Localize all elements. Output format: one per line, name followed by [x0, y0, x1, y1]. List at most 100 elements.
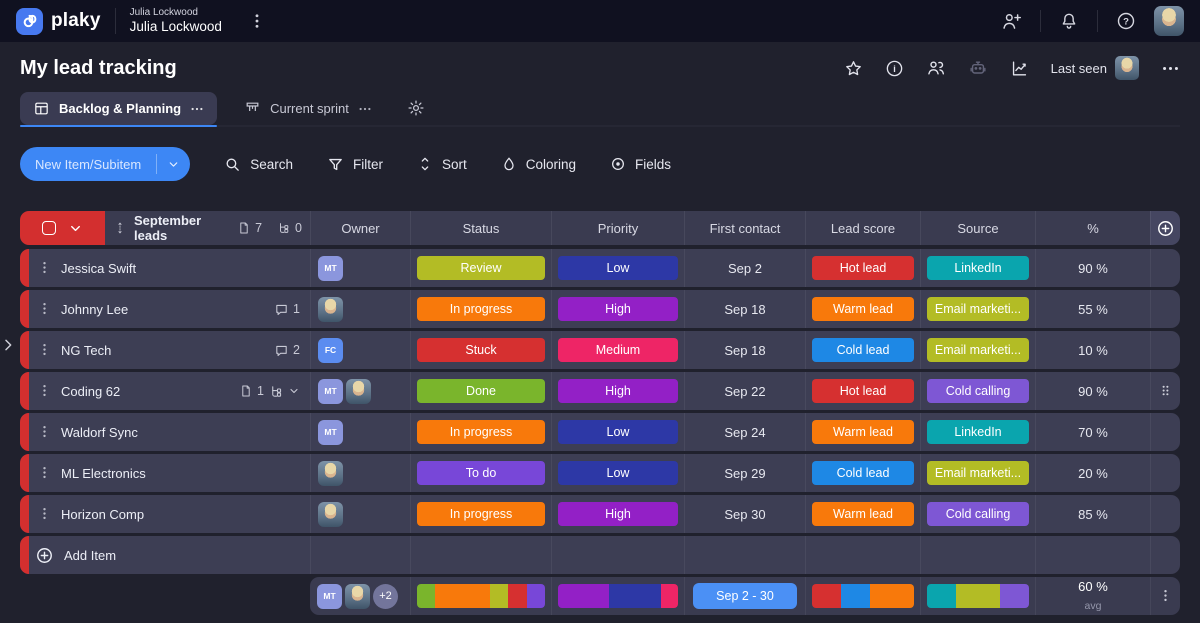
priority-distribution-bar[interactable]: [558, 584, 678, 608]
add-item-cell[interactable]: Add Item: [29, 536, 310, 574]
owner-cell[interactable]: MT: [310, 372, 410, 410]
board-more-menu-icon[interactable]: [1161, 59, 1180, 78]
item-name[interactable]: Horizon Comp: [61, 506, 145, 522]
status-pill[interactable]: Stuck: [417, 338, 545, 362]
status-pill[interactable]: In progress: [417, 420, 545, 444]
status-pill[interactable]: To do: [417, 461, 545, 485]
lead-score-pill[interactable]: Warm lead: [812, 297, 914, 321]
source-cell[interactable]: Email marketi...: [920, 331, 1035, 369]
views-settings-gear-icon[interactable]: [407, 99, 425, 117]
row-menu-icon[interactable]: [37, 341, 52, 359]
help-icon[interactable]: [1116, 11, 1136, 31]
column-header-percent[interactable]: %: [1035, 211, 1150, 245]
row-menu-icon[interactable]: [37, 505, 52, 523]
owner-cell[interactable]: [310, 454, 410, 492]
source-cell[interactable]: LinkedIn: [920, 413, 1035, 451]
first-contact-cell[interactable]: Sep 22: [684, 372, 805, 410]
filter-button[interactable]: Filter: [327, 156, 383, 173]
workspace-switcher[interactable]: Julia Lockwood Julia Lockwood: [130, 7, 222, 34]
source-pill[interactable]: LinkedIn: [927, 256, 1029, 280]
owner-avatar-initials[interactable]: MT: [317, 583, 342, 609]
owner-cell[interactable]: [310, 495, 410, 533]
source-cell[interactable]: LinkedIn: [920, 249, 1035, 287]
source-pill[interactable]: Cold calling: [927, 379, 1029, 403]
priority-pill[interactable]: Medium: [558, 338, 678, 362]
status-cell[interactable]: To do: [410, 454, 551, 492]
owner-avatar-photo[interactable]: [318, 460, 343, 486]
subitems-toggle[interactable]: [269, 384, 300, 399]
status-pill[interactable]: Done: [417, 379, 545, 403]
lead-score-summary-cell[interactable]: [805, 577, 920, 615]
owner-avatar-photo[interactable]: [346, 378, 371, 404]
board-info-icon[interactable]: [885, 59, 904, 78]
status-cell[interactable]: In progress: [410, 495, 551, 533]
priority-cell[interactable]: Low: [551, 413, 684, 451]
source-pill[interactable]: Email marketi...: [927, 297, 1029, 321]
invite-user-icon[interactable]: [1001, 11, 1022, 32]
source-cell[interactable]: Email marketi...: [920, 290, 1035, 328]
lead-score-cell[interactable]: Hot lead: [805, 372, 920, 410]
item-name-cell[interactable]: Jessica Swift: [29, 249, 310, 287]
priority-cell[interactable]: High: [551, 495, 684, 533]
status-cell[interactable]: Stuck: [410, 331, 551, 369]
last-seen[interactable]: Last seen: [1051, 56, 1139, 80]
row-menu-icon[interactable]: [37, 300, 52, 318]
priority-pill[interactable]: Low: [558, 461, 678, 485]
lead-score-pill[interactable]: Warm lead: [812, 420, 914, 444]
priority-pill[interactable]: Low: [558, 420, 678, 444]
priority-pill[interactable]: High: [558, 379, 678, 403]
owner-avatar-initials[interactable]: MT: [318, 255, 343, 281]
status-cell[interactable]: Done: [410, 372, 551, 410]
fields-button[interactable]: Fields: [610, 156, 671, 172]
status-cell[interactable]: Review: [410, 249, 551, 287]
source-pill[interactable]: Email marketi...: [927, 461, 1029, 485]
owner-cell[interactable]: MT: [310, 249, 410, 287]
new-item-button[interactable]: New Item/Subitem: [20, 147, 191, 181]
status-pill[interactable]: In progress: [417, 502, 545, 526]
select-all-checkbox[interactable]: [42, 221, 56, 235]
item-name[interactable]: NG Tech: [61, 342, 112, 358]
lead-score-pill[interactable]: Warm lead: [812, 502, 914, 526]
tab-current-sprint[interactable]: Current sprint: [231, 92, 385, 125]
summary-owners-cell[interactable]: MT +2: [310, 577, 410, 615]
owner-avatar-initials[interactable]: MT: [318, 419, 343, 445]
drag-handle-icon[interactable]: [1158, 382, 1173, 400]
group-name[interactable]: September leads: [134, 213, 202, 243]
percent-cell[interactable]: 10 %: [1035, 331, 1150, 369]
priority-cell[interactable]: High: [551, 290, 684, 328]
priority-pill[interactable]: Low: [558, 256, 678, 280]
add-column-button[interactable]: [1150, 211, 1180, 245]
lead-score-cell[interactable]: Hot lead: [805, 249, 920, 287]
lead-score-pill[interactable]: Cold lead: [812, 338, 914, 362]
percent-cell[interactable]: 55 %: [1035, 290, 1150, 328]
owner-avatar-photo[interactable]: [318, 296, 343, 322]
priority-cell[interactable]: High: [551, 372, 684, 410]
first-contact-cell[interactable]: Sep 18: [684, 290, 805, 328]
add-item-row[interactable]: Add Item: [20, 536, 1180, 574]
column-header-first-contact[interactable]: First contact: [684, 211, 805, 245]
source-cell[interactable]: Cold calling: [920, 495, 1035, 533]
owner-cell[interactable]: [310, 290, 410, 328]
lead-score-pill[interactable]: Hot lead: [812, 379, 914, 403]
priority-pill[interactable]: High: [558, 502, 678, 526]
search-button[interactable]: Search: [224, 156, 293, 173]
comments-badge[interactable]: 2: [274, 343, 300, 358]
first-contact-cell[interactable]: Sep 2: [684, 249, 805, 287]
lead-score-pill[interactable]: Hot lead: [812, 256, 914, 280]
group-reorder-icon[interactable]: [113, 221, 127, 235]
percent-cell[interactable]: 90 %: [1035, 372, 1150, 410]
item-name[interactable]: ML Electronics: [61, 465, 146, 481]
lead-score-cell[interactable]: Cold lead: [805, 454, 920, 492]
comments-badge[interactable]: 1: [274, 302, 300, 317]
first-contact-cell[interactable]: Sep 30: [684, 495, 805, 533]
board-activity-chart-icon[interactable]: [1010, 59, 1029, 78]
priority-cell[interactable]: Low: [551, 454, 684, 492]
item-name[interactable]: Waldorf Sync: [61, 424, 138, 440]
item-name-cell[interactable]: Horizon Comp: [29, 495, 310, 533]
summary-menu-cell[interactable]: [1150, 577, 1180, 615]
lead-score-distribution-bar[interactable]: [812, 584, 914, 608]
first-contact-cell[interactable]: Sep 29: [684, 454, 805, 492]
row-menu-icon[interactable]: [37, 464, 52, 482]
date-range-summary-cell[interactable]: Sep 2 - 30: [684, 577, 805, 615]
tab-menu-icon[interactable]: [358, 101, 372, 117]
